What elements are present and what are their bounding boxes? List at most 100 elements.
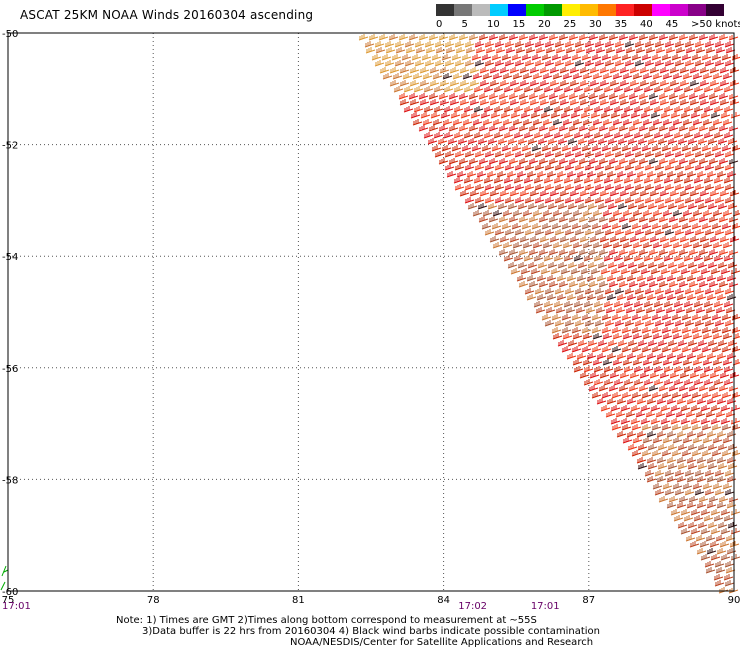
wind-barb [661,346,672,353]
wind-barb [558,34,569,41]
wind-barb [664,164,675,171]
wind-barb [718,281,729,288]
wind-barb [618,216,629,223]
wind-barb [695,307,706,314]
wind-barb [686,431,697,438]
wind-barb [726,398,737,405]
wind-barb [589,190,600,197]
wind-barb [648,125,659,132]
wind-barb [676,275,687,282]
wind-barb [504,60,515,67]
wind-barb [385,47,396,54]
wind-barb [711,392,722,399]
wind-barb [717,138,728,145]
wind-barb [604,229,615,236]
lat-label: -50 [2,29,18,40]
wind-barb [644,184,655,191]
wind-barb [528,216,539,223]
wind-barb [449,99,460,106]
wind-barb [547,262,558,269]
wind-barb [589,236,600,243]
wind-barb [375,47,386,54]
wind-barb [678,281,689,288]
legend-label: 45 [665,19,679,30]
wind-barb [609,190,620,197]
wind-barb [637,138,648,145]
wind-barb [394,41,405,48]
wind-barb [660,405,671,412]
wind-barb [713,515,724,522]
wind-barb [534,184,545,191]
wind-barb [676,171,687,178]
wind-barb [692,437,703,444]
wind-barb [601,392,612,399]
wind-barb [577,138,588,145]
wind-barb [678,125,689,132]
wind-barb [684,197,695,204]
wind-barb [409,99,420,106]
legend-label: 25 [563,19,577,30]
wind-barb [604,164,615,171]
wind-barb [693,255,704,262]
wind-barb [544,184,555,191]
wind-barb [638,93,649,100]
wind-barb [614,60,625,67]
wind-barb [444,164,455,171]
wind-barb [553,301,564,308]
wind-barb [562,73,573,80]
wind-barb [621,424,632,431]
wind-barb [612,359,623,366]
wind-barb [644,288,655,295]
wind-barb [579,236,590,243]
wind-barb [381,54,392,61]
wind-barb [534,197,545,204]
wind-barb [572,73,583,80]
wind-barb [564,320,575,327]
wind-barb [601,346,612,353]
wind-barb [593,86,604,93]
wind-barb [691,327,702,334]
wind-barb [694,164,705,171]
wind-barb [564,151,575,158]
wind-barb [658,385,669,392]
wind-barb [658,34,669,41]
wind-barb [603,379,614,386]
wind-barb [666,294,677,301]
wind-barb [592,210,603,217]
wind-barb [633,255,644,262]
wind-barb [611,392,622,399]
wind-barb [686,502,697,509]
wind-barb [650,112,661,119]
wind-barb [624,41,635,48]
wind-barb [633,177,644,184]
wind-barb [511,145,522,152]
wind-barb [571,346,582,353]
wind-barb [731,54,740,61]
wind-barb [494,229,505,236]
wind-barb [570,268,581,275]
wind-barb [518,34,529,41]
wind-barb [677,138,688,145]
wind-barb [560,268,571,275]
wind-barb [477,138,488,145]
wind-barb [707,203,718,210]
wind-barb [701,223,712,230]
wind-barb [634,164,645,171]
wind-barb [611,145,622,152]
wind-barb [720,405,731,412]
wind-barb [613,86,624,93]
wind-barb [714,561,725,568]
wind-barb [630,268,641,275]
wind-barb [678,93,689,100]
wind-barb [603,177,614,184]
wind-barb [533,106,544,113]
wind-barb [684,470,695,477]
wind-barb [700,509,711,516]
wind-barb [686,294,697,301]
wind-barb [699,80,710,87]
wind-barb [673,86,684,93]
wind-barb [614,41,625,48]
wind-barb [652,73,663,80]
wind-barb [687,340,698,347]
wind-barb [687,463,698,470]
